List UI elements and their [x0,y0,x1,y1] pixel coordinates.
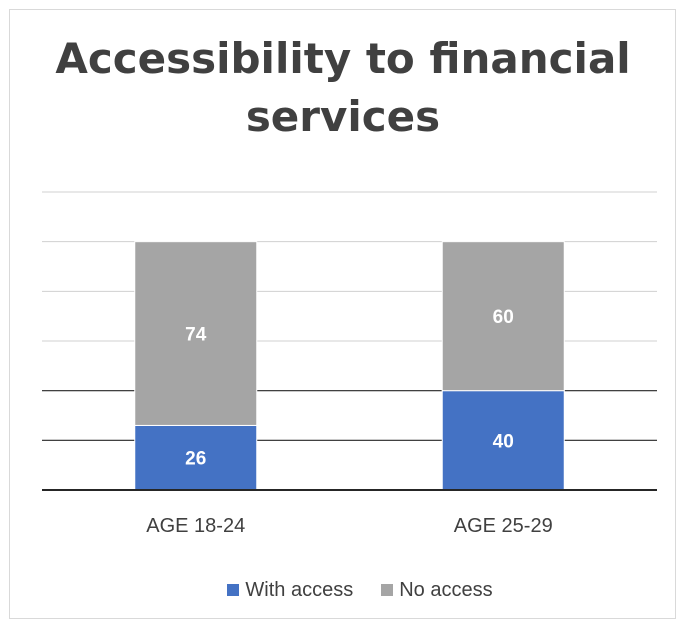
legend-item-with-access: With access [227,579,353,602]
legend-label-with-access: With access [245,578,354,601]
legend-label-no-access: No access [399,578,493,601]
data-label: 26 [185,449,206,470]
bars: 26 74 40 60 [134,241,565,491]
legend: With access No access [210,570,510,610]
x-axis-tick-label: AGE 18-24 [146,515,245,537]
data-label: 40 [493,431,514,452]
data-label: 60 [493,307,514,328]
chart-title-line-1: Accessibility to financial [55,34,631,83]
x-axis-tick-label: AGE 25-29 [454,515,553,537]
chart-title-line-2: services [245,92,441,141]
bar-no-access-1 [134,241,258,426]
legend-swatch-with-access [227,584,240,596]
chart-frame [9,9,676,619]
data-label: 74 [185,325,207,346]
bar-no-access-2 [441,241,565,392]
legend-swatch-no-access [381,584,394,596]
x-axis-labels: AGE 18-24 AGE 25-29 [146,515,552,537]
chart-title: Accessibility to financial services [0,30,686,146]
legend-item-no-access: No access [381,578,493,602]
